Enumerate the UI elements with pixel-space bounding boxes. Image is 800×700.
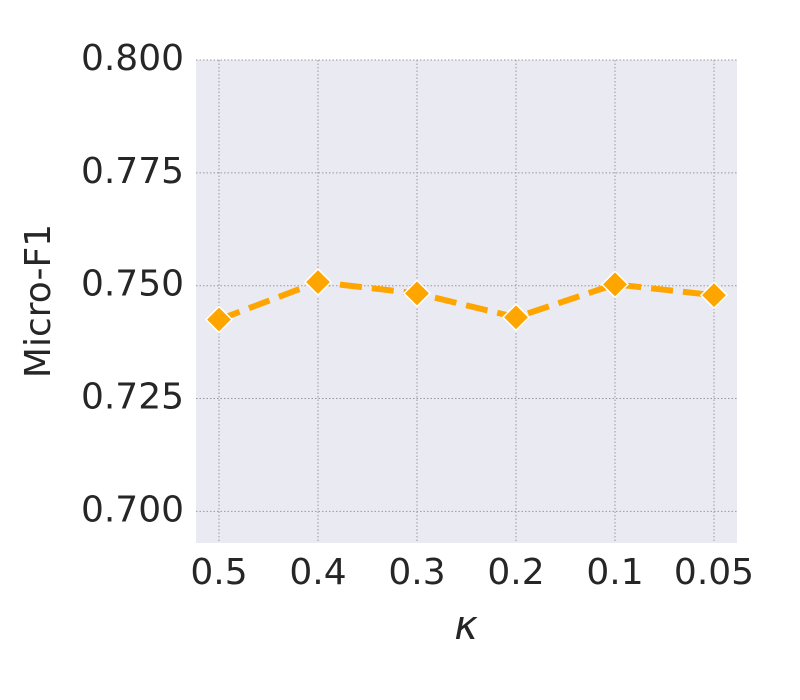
y-tick-label: 0.700 <box>81 489 184 530</box>
x-tick-label: 0.1 <box>586 552 643 593</box>
y-tick-label: 0.800 <box>81 38 184 79</box>
x-tick-label: 0.5 <box>190 552 247 593</box>
x-tick-label: 0.3 <box>388 552 445 593</box>
plot-area <box>196 60 737 543</box>
line <box>217 279 715 323</box>
y-tick-label: 0.750 <box>81 264 184 305</box>
y-tick-label: 0.775 <box>81 151 184 192</box>
x-tick-label: 0.05 <box>674 552 754 593</box>
x-tick-label: 0.2 <box>487 552 544 593</box>
x-tick-label: 0.4 <box>289 552 346 593</box>
marker <box>600 270 630 299</box>
marker <box>402 279 432 308</box>
x-axis-label: κ <box>454 603 478 649</box>
marker <box>204 305 234 334</box>
marker <box>303 268 333 297</box>
y-tick-label: 0.725 <box>81 377 184 418</box>
marker <box>501 303 531 332</box>
marker <box>699 281 729 310</box>
y-axis-label: Micro-F1 <box>18 224 59 378</box>
